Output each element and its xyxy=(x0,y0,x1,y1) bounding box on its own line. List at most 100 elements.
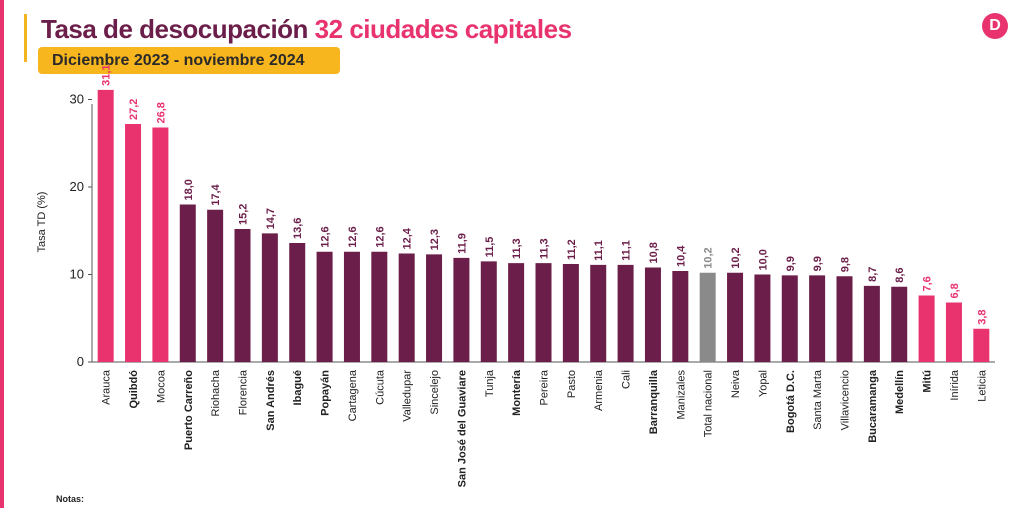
x-tick-label: Yopal xyxy=(757,370,769,397)
notes-label: Notas: xyxy=(56,494,85,504)
x-tick-label: Florencia xyxy=(238,369,250,415)
bar-13 xyxy=(453,257,470,362)
data-label: 26,8 xyxy=(155,102,167,123)
chart-title: Tasa de desocupación 32 ciudades capital… xyxy=(41,14,572,45)
x-tick-label: Manizales xyxy=(675,370,687,420)
data-label: 7,6 xyxy=(922,276,934,291)
title-main: Tasa de desocupación xyxy=(41,14,308,44)
data-label: 10,8 xyxy=(648,242,660,263)
x-tick-label: Leticia xyxy=(976,369,988,402)
title-highlight: 32 ciudades capitales xyxy=(314,14,572,44)
bar-8 xyxy=(316,251,333,362)
bar-22 xyxy=(699,272,716,362)
data-label: 15,2 xyxy=(238,204,250,225)
x-tick-label: Cartagena xyxy=(347,369,359,421)
x-tick-label: Popayán xyxy=(320,370,332,416)
bar-14 xyxy=(480,261,497,362)
x-tick-label: Riohacha xyxy=(210,369,222,416)
bar-24 xyxy=(754,274,771,362)
data-label: 12,6 xyxy=(347,226,359,247)
data-label: 11,1 xyxy=(593,240,605,261)
x-tick-label: Cali xyxy=(621,370,633,389)
bar-23 xyxy=(727,272,744,362)
x-tick-label: Quibdó xyxy=(128,370,140,409)
data-label: 10,2 xyxy=(703,247,715,268)
data-label: 10,2 xyxy=(730,247,742,268)
data-label: 8,6 xyxy=(894,267,906,282)
data-label: 11,1 xyxy=(621,240,633,261)
data-label: 9,9 xyxy=(785,256,797,271)
brand-logo-icon: D xyxy=(982,13,1008,39)
bar-11 xyxy=(398,253,415,362)
bar-6 xyxy=(261,233,278,362)
y-axis-label: Tasa TD (%) xyxy=(36,192,48,253)
bar-4 xyxy=(207,209,224,362)
x-tick-label: Santa Marta xyxy=(812,369,824,430)
data-label: 11,5 xyxy=(484,237,496,258)
x-tick-label: Tunja xyxy=(484,369,496,397)
bar-21 xyxy=(672,271,689,362)
data-label: 9,8 xyxy=(840,257,852,272)
data-label: 27,2 xyxy=(128,99,140,120)
bar-16 xyxy=(535,263,552,362)
bar-17 xyxy=(562,264,579,362)
bar-27 xyxy=(836,276,853,362)
data-label: 9,9 xyxy=(812,256,824,271)
data-label: 3,8 xyxy=(976,309,988,324)
data-label: 12,6 xyxy=(374,226,386,247)
data-label: 11,3 xyxy=(539,238,551,259)
bar-12 xyxy=(426,254,443,362)
x-tick-label: Bucaramanga xyxy=(867,369,879,443)
data-label: 10,4 xyxy=(675,245,687,267)
y-tick-label: 0 xyxy=(77,354,84,369)
data-label: 17,4 xyxy=(210,183,222,205)
bar-7 xyxy=(289,243,306,362)
x-tick-label: Ibagué xyxy=(292,370,304,405)
x-tick-label: Bogotá D.C. xyxy=(785,370,797,433)
x-tick-label: Medellín xyxy=(894,370,906,414)
data-label: 12,3 xyxy=(429,229,441,250)
bar-32 xyxy=(973,328,990,362)
x-tick-label: Mocoa xyxy=(155,369,167,403)
bar-0 xyxy=(97,89,114,362)
data-label: 6,8 xyxy=(949,283,961,298)
bar-25 xyxy=(781,275,798,362)
data-label: 14,7 xyxy=(265,208,277,229)
y-tick-label: 20 xyxy=(70,179,84,194)
bar-26 xyxy=(809,275,826,362)
data-label: 10,0 xyxy=(757,249,769,270)
data-label: 11,2 xyxy=(566,239,578,260)
left-accent-rule xyxy=(0,0,4,508)
x-tick-label: San José del Guaviare xyxy=(456,370,468,487)
data-label: 11,3 xyxy=(511,238,523,259)
bar-20 xyxy=(644,267,661,362)
x-tick-label: Arauca xyxy=(101,369,113,405)
bar-18 xyxy=(590,264,607,362)
data-label: 12,4 xyxy=(402,227,414,249)
logo-letter: D xyxy=(989,17,1001,34)
bar-15 xyxy=(508,263,525,362)
bar-28 xyxy=(863,285,880,362)
x-tick-label: Barranquilla xyxy=(648,369,660,434)
bar-9 xyxy=(343,251,360,362)
x-tick-label: Total nacional xyxy=(703,370,715,437)
bar-19 xyxy=(617,264,634,362)
x-tick-label: Villavicencio xyxy=(840,370,852,430)
data-label: 18,0 xyxy=(183,179,195,200)
y-tick-label: 10 xyxy=(70,267,84,282)
bar-10 xyxy=(371,251,388,362)
x-tick-label: Puerto Carreño xyxy=(183,370,195,450)
data-label: 31,1 xyxy=(101,64,113,85)
data-label: 12,6 xyxy=(320,226,332,247)
x-tick-label: San Andrés xyxy=(265,370,277,431)
data-label: 11,9 xyxy=(456,233,468,254)
x-tick-label: Sincelejo xyxy=(429,370,441,415)
x-tick-label: Armenia xyxy=(593,369,605,411)
y-tick-label: 30 xyxy=(70,92,84,107)
x-tick-label: Inírida xyxy=(949,369,961,400)
title-accent-bar xyxy=(24,14,27,62)
chart-subtitle-badge: Diciembre 2023 - noviembre 2024 xyxy=(38,47,340,74)
x-tick-label: Neiva xyxy=(730,369,742,398)
x-tick-label: Pereira xyxy=(539,369,551,405)
